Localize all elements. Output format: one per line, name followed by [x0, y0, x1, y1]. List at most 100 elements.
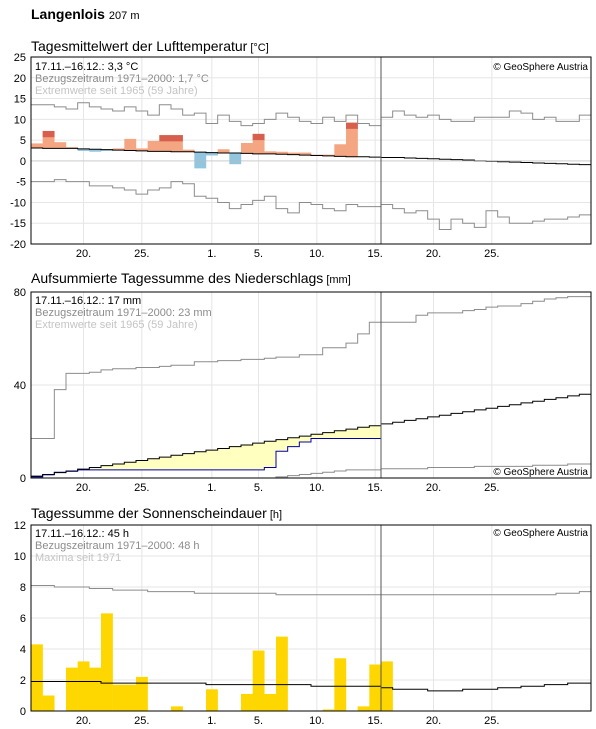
precipitation-ytick-label: 80	[14, 287, 26, 299]
temperature-anomaly-bar	[101, 149, 113, 151]
temperature-anomaly-bar	[194, 152, 207, 169]
sunshine-reference-line	[31, 681, 591, 692]
sunshine-xtick-label: 5.	[254, 715, 263, 727]
temperature-info-reference: Bezugszeitraum 1971–2000: 1,7 °C	[35, 73, 209, 85]
sunshine-title-text: Tagessumme der Sonnenscheindauer	[31, 505, 267, 521]
temperature-xtick-label: 15.	[368, 248, 383, 260]
temperature-anomaly-bar	[287, 152, 300, 155]
sunshine-bar	[276, 636, 288, 711]
sunshine-bar	[334, 658, 347, 711]
sunshine-ytick-label: 4	[20, 644, 26, 656]
temperature-anomaly-bar	[217, 149, 230, 153]
precipitation-info-period: 17.11.–16.12.: 17 mm	[35, 295, 142, 307]
temperature-anomaly-bar	[299, 152, 312, 156]
precipitation-copyright: © GeoSphere Austria	[493, 467, 588, 478]
station-elevation: 207 m	[108, 10, 140, 22]
precipitation-xtick-label: 25.	[484, 482, 499, 494]
temperature-xtick-label: 1.	[207, 248, 216, 260]
precipitation-title-text: Aufsummierte Tagessumme des Niederschlag…	[31, 270, 324, 286]
temperature-anomaly-bar	[334, 144, 347, 157]
temperature-ytick-label: 0	[20, 156, 26, 168]
temperature-anomaly-bar	[171, 135, 183, 152]
sunshine-xtick-label: 25.	[134, 715, 149, 727]
temperature-anomaly-bar	[322, 154, 335, 156]
temperature-min-extreme-line	[31, 179, 591, 230]
sunshine-ytick-label: 10	[14, 551, 26, 563]
temperature-ytick-label: -5	[16, 177, 26, 189]
precipitation-diff-bar	[357, 427, 370, 439]
precipitation-chart: 80 40 0 20. 25. 1. 5. 10. 15. 20. 25.	[14, 287, 592, 494]
temperature-anomaly-bar	[159, 135, 172, 152]
sunshine-xtick-label: 15.	[368, 715, 383, 727]
temperature-ytick-label: 10	[14, 114, 26, 126]
temperature-xtick-label: 25.	[484, 248, 499, 260]
precipitation-diff-bar	[264, 441, 277, 468]
temperature-info-extremes: Extremwerte seit 1965 (59 Jahre)	[35, 85, 198, 97]
precipitation-diff-bar	[217, 448, 230, 470]
sunshine-info-reference: Bezugszeitraum 1971–2000: 48 h	[35, 540, 200, 552]
precipitation-diff-bar	[124, 462, 137, 470]
precipitation-title: Aufsummierte Tagessumme des Niederschlag…	[31, 270, 351, 286]
temperature-anomaly-bar	[252, 133, 265, 154]
precipitation-frame	[30, 291, 592, 479]
temperature-info-period: 17.11.–16.12.: 3,3 °C	[35, 61, 139, 73]
sunshine-xtick-label: 20.	[76, 715, 91, 727]
temperature-anomaly-bar	[346, 122, 358, 157]
precipitation-diff-bar	[252, 443, 265, 470]
sunshine-xtick-label: 25.	[484, 715, 499, 727]
sunshine-bar	[136, 676, 148, 711]
precipitation-diff-bar	[206, 450, 218, 470]
precipitation-diff-bar	[159, 457, 172, 470]
temperature-strong-anomaly-cap	[346, 122, 358, 129]
precipitation-diff-bar	[171, 455, 183, 470]
temperature-anomaly-bar	[89, 149, 102, 152]
precipitation-xtick-label: 15.	[368, 482, 383, 494]
sunshine-ytick-label: 0	[20, 706, 26, 718]
temperature-strong-anomaly-cap	[42, 130, 55, 138]
precipitation-diff-bar	[241, 444, 253, 470]
sunshine-info: 17.11.–16.12.: 45 h Bezugszeitraum 1971–…	[35, 528, 200, 564]
precipitation-diff-bar	[147, 458, 160, 470]
sunshine-xtick-label: 20.	[426, 715, 441, 727]
sunshine-ytick-label: 6	[20, 613, 26, 625]
sunshine-unit: [h]	[269, 509, 283, 521]
precipitation-diff-bar	[334, 430, 347, 439]
precipitation-diff-bar	[136, 460, 148, 470]
sunshine-ytick-label: 12	[14, 520, 26, 532]
sunshine-ytick-label: 8	[20, 582, 26, 594]
temperature-xtick-label: 20.	[426, 248, 441, 260]
sunshine-max-line	[31, 584, 591, 596]
sunshine-bar	[101, 613, 113, 711]
precipitation-diff-bar	[346, 429, 358, 439]
sunshine-bar	[66, 667, 78, 711]
precipitation-info: 17.11.–16.12.: 17 mm Bezugszeitraum 1971…	[35, 295, 212, 331]
station-name: Langenlois	[31, 6, 105, 22]
sunshine-copyright: © GeoSphere Austria	[493, 528, 588, 539]
temperature-anomaly-bar	[112, 148, 125, 151]
temperature-xtick-label: 20.	[76, 248, 91, 260]
sunshine-bar	[112, 684, 125, 711]
sunshine-bar	[124, 684, 137, 711]
temperature-anomaly-bar	[66, 147, 78, 149]
sunshine-bar	[369, 664, 382, 711]
temperature-ytick-label: -15	[10, 218, 26, 230]
sunshine-bar	[171, 706, 183, 711]
sunshine-bar	[241, 693, 253, 711]
precipitation-reference-line	[31, 393, 591, 477]
precipitation-diff-bar	[287, 437, 300, 447]
temperature-anomaly-bar	[229, 152, 242, 165]
sunshine-bar	[264, 693, 277, 711]
precipitation-ytick-label: 0	[20, 473, 26, 485]
precipitation-ytick-label: 40	[14, 380, 26, 392]
precipitation-diff-bar	[369, 425, 382, 439]
temperature-ytick-label: -10	[10, 197, 26, 209]
precipitation-diff-bar	[112, 464, 125, 470]
sunshine-bar	[31, 644, 43, 711]
temperature-strong-anomaly-cap	[159, 135, 172, 142]
temperature-anomaly-bar	[206, 152, 218, 156]
precipitation-diff-bar	[89, 467, 102, 470]
sunshine-bar	[381, 661, 393, 711]
temperature-anomaly-bar	[136, 148, 148, 151]
sunshine-bar	[252, 650, 265, 711]
